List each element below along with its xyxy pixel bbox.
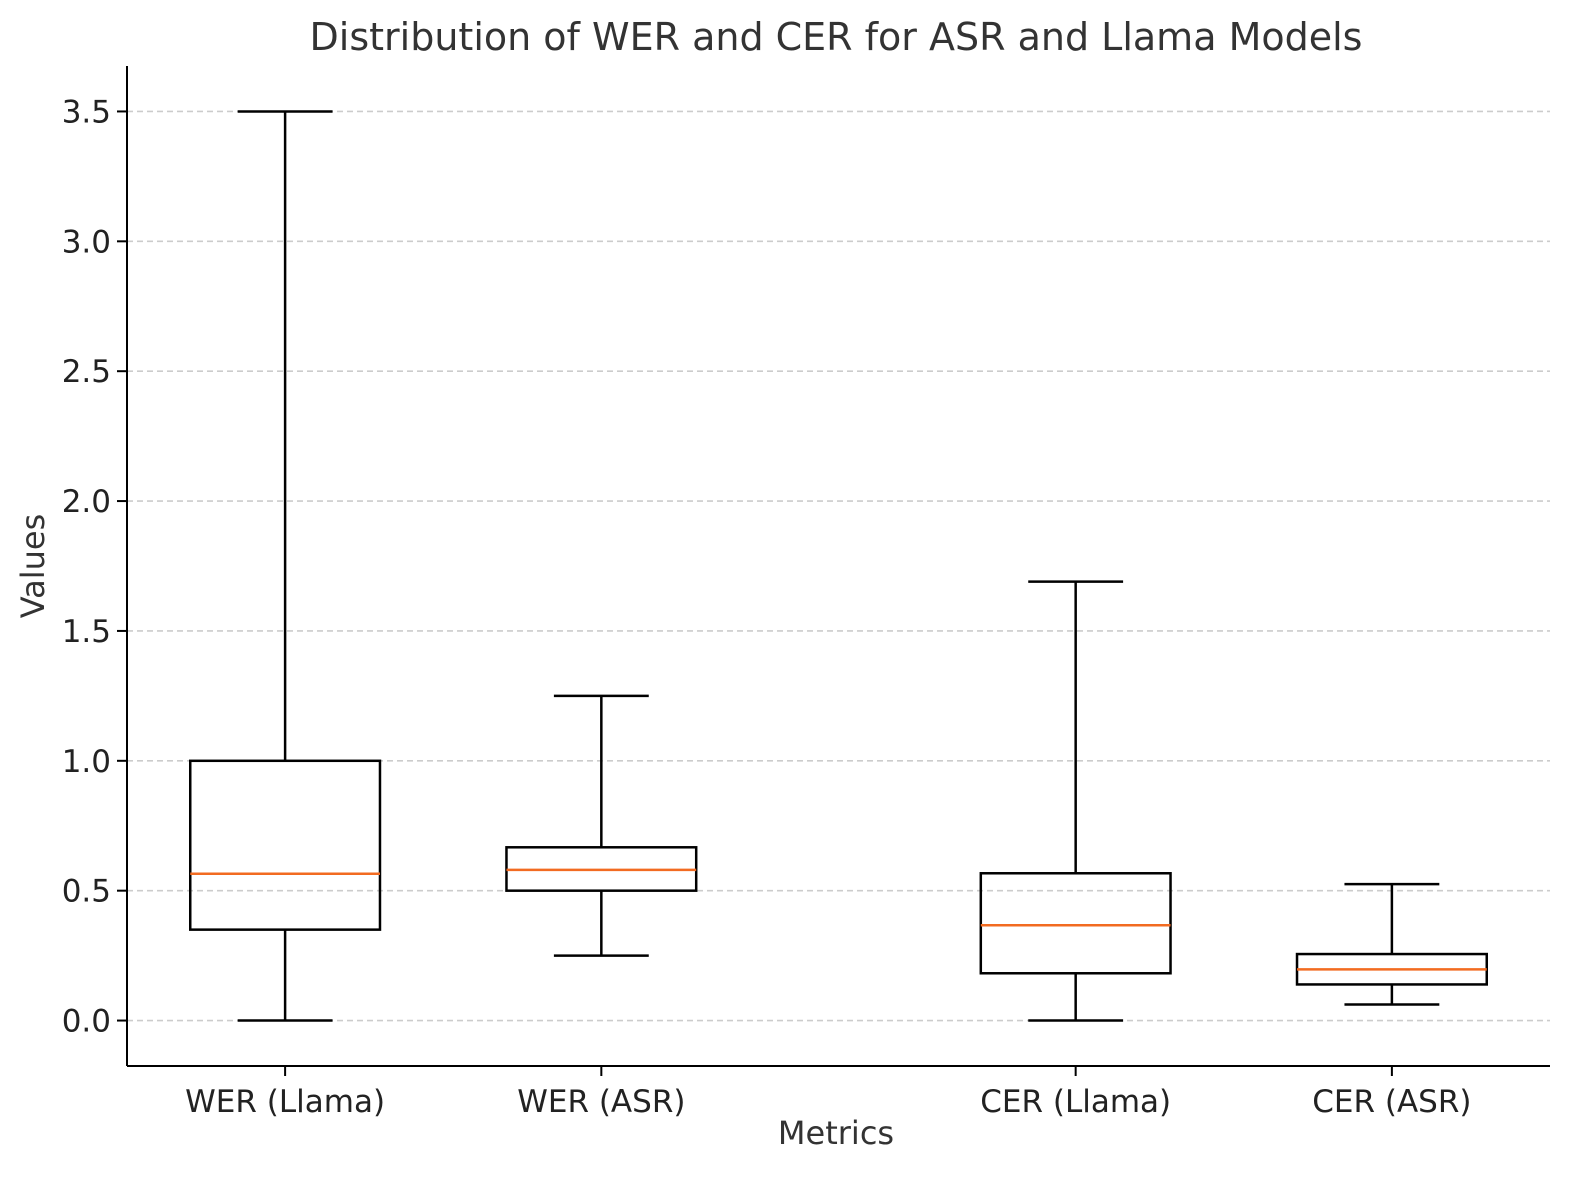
x-tick-label: CER (ASR) [1312, 1084, 1471, 1120]
y-tick-label: 0.0 [62, 1004, 111, 1040]
y-tick-label: 0.5 [62, 874, 111, 910]
y-tick-label: 3.5 [62, 94, 111, 130]
y-tick-labels: 0.0 0.5 1.0 1.5 2.0 2.5 3.0 3.5 [62, 94, 111, 1039]
y-tick-label: 1.5 [62, 614, 111, 650]
x-axis-label: Metrics [778, 1114, 894, 1152]
y-tick-label: 3.0 [62, 224, 111, 260]
axes [117, 66, 1550, 1076]
boxes [188, 110, 1489, 1022]
x-tick-label: WER (ASR) [517, 1084, 685, 1120]
y-tick-label: 2.0 [62, 484, 111, 520]
x-tick-labels: WER (Llama) WER (ASR) CER (Llama) CER (ASR) [185, 1084, 1471, 1120]
y-tick-label: 2.5 [62, 354, 111, 390]
x-tick-label: WER (Llama) [185, 1084, 385, 1120]
y-tick-label: 1.0 [62, 744, 111, 780]
grid-lines [127, 110, 1550, 1022]
y-axis-label: Values [14, 514, 52, 619]
box-iqr [979, 872, 1172, 975]
x-tick-label: CER (Llama) [980, 1084, 1171, 1120]
box-iqr [188, 759, 382, 931]
chart-title: Distribution of WER and CER for ASR and … [310, 15, 1363, 59]
